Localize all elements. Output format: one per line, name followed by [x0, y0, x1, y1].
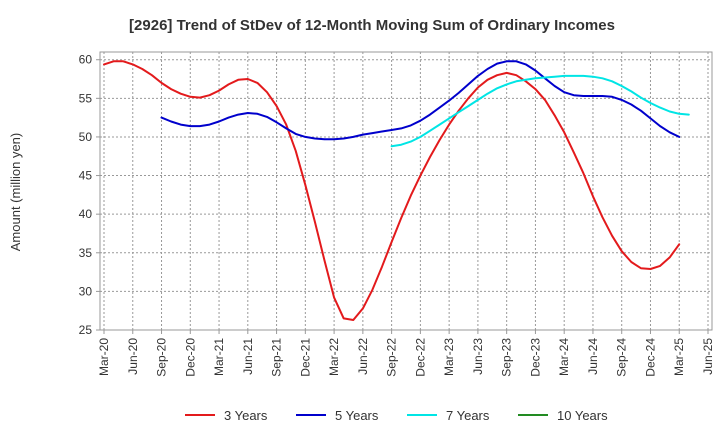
chart-title: [2926] Trend of StDev of 12-Month Moving…: [129, 17, 615, 34]
x-tick-label: Dec-20: [183, 338, 197, 377]
legend-label-10-years: 10 Years: [557, 408, 608, 423]
x-tick-label: Jun-23: [471, 338, 485, 375]
x-axis-ticks: Mar-20 Jun-20 Sep-20 Dec-20 Mar-21 Jun-21 Sep-…: [97, 330, 715, 377]
x-tick-label: Mar-25: [672, 338, 686, 376]
y-tick-label: 45: [79, 169, 93, 183]
y-axis-ticks: 25 30 35 40 45 50 55 60: [79, 53, 100, 337]
series-line-5-years: [160, 60, 681, 141]
x-tick-label: Mar-23: [442, 338, 456, 376]
x-tick-label: Mar-24: [557, 338, 571, 376]
legend-label-5-years: 5 Years: [335, 408, 379, 423]
x-tick-label: Mar-22: [327, 338, 341, 376]
x-tick-label: Jun-21: [241, 338, 255, 375]
x-tick-label: Dec-22: [413, 338, 427, 377]
x-tick-label: Dec-23: [528, 338, 542, 377]
x-tick-label: Sep-23: [500, 338, 514, 377]
x-tick-label: Sep-22: [385, 338, 399, 377]
series-line-3-years: [103, 60, 681, 321]
x-tick-label: Mar-21: [212, 338, 226, 376]
y-tick-label: 60: [79, 53, 93, 67]
x-tick-label: Dec-24: [643, 338, 657, 377]
legend: 3 Years 5 Years 7 Years 10 Years: [185, 408, 608, 423]
legend-label-7-years: 7 Years: [446, 408, 490, 423]
grid: [100, 52, 712, 331]
x-tick-label: Sep-21: [270, 338, 284, 377]
y-tick-label: 30: [79, 284, 93, 298]
y-tick-label: 40: [79, 207, 93, 221]
x-tick-label: Jun-24: [586, 338, 600, 375]
series-line-7-years: [390, 74, 690, 148]
x-tick-label: Jun-20: [126, 338, 140, 375]
plot-area-border: [99, 51, 713, 331]
legend-label-3-years: 3 Years: [224, 408, 268, 423]
x-tick-label: Sep-20: [155, 338, 169, 377]
y-axis-label: Amount (million yen): [8, 133, 23, 252]
x-tick-label: Dec-21: [298, 338, 312, 377]
x-tick-label: Jun-22: [356, 338, 370, 375]
x-tick-label: Sep-24: [615, 338, 629, 377]
x-tick-label: Jun-25: [701, 338, 715, 375]
y-tick-label: 50: [79, 130, 93, 144]
y-tick-label: 25: [79, 323, 93, 337]
series-group: [103, 60, 690, 321]
y-tick-label: 35: [79, 246, 93, 260]
x-tick-label: Mar-20: [97, 338, 111, 376]
y-tick-label: 55: [79, 91, 93, 105]
